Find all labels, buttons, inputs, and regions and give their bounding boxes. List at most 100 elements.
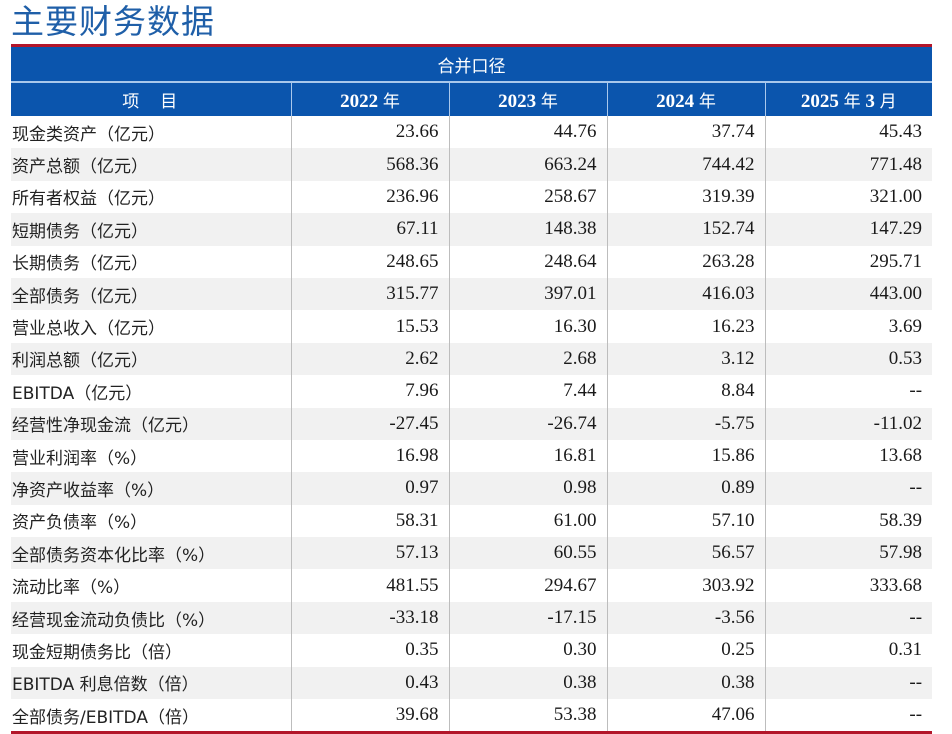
value-2024: 37.74 xyxy=(606,116,765,149)
row-label: 营业总收入（亿元） xyxy=(12,319,165,340)
value-2024: 8.84 xyxy=(606,375,765,408)
value-2022: 7.96 xyxy=(290,375,449,408)
value-2024: -5.75 xyxy=(606,407,765,440)
row-label: 长期债务（亿元） xyxy=(12,254,148,275)
value-2025-march: 45.43 xyxy=(764,116,933,149)
value-2024: 416.03 xyxy=(606,277,765,311)
value-2024: 3.12 xyxy=(606,342,765,376)
value-2024: 16.23 xyxy=(606,310,765,343)
value-2024: 47.06 xyxy=(606,699,765,732)
value-2022: 248.65 xyxy=(290,245,449,278)
value-2023: 148.38 xyxy=(448,213,607,246)
table-row: 全部债务（亿元） 315.77 397.01 416.03 443.00 xyxy=(11,277,933,311)
value-2022: 58.31 xyxy=(290,504,449,538)
value-2023: 7.44 xyxy=(448,375,607,408)
value-2025-march: 443.00 xyxy=(764,277,933,311)
column-header-2025-march: 2025 年 3 月 xyxy=(764,82,933,116)
value-2025-march: 0.31 xyxy=(764,634,933,667)
table-row: 经营现金流动负债比（%） -33.18 -17.15 -3.56 -- xyxy=(11,601,933,635)
group-header-consolidated: 合并口径 xyxy=(11,47,933,83)
value-2025-march: -- xyxy=(764,666,933,700)
value-2025-march: 321.00 xyxy=(764,180,933,214)
table-row: 利润总额（亿元） 2.62 2.68 3.12 0.53 xyxy=(11,342,933,376)
value-2023: 60.55 xyxy=(448,537,607,570)
row-label: 全部债务/EBITDA（倍） xyxy=(12,707,199,728)
value-2022: 39.68 xyxy=(290,699,449,732)
column-header-item: 项 目 xyxy=(11,82,291,116)
column-header-year-suffix: 年 xyxy=(540,91,558,112)
column-header-year-suffix: 年 xyxy=(698,91,716,112)
table-row: 净资产收益率（%） 0.97 0.98 0.89 -- xyxy=(11,472,933,505)
table-row: 所有者权益（亿元） 236.96 258.67 319.39 321.00 xyxy=(11,180,933,214)
value-2024: -3.56 xyxy=(606,601,765,635)
row-label: 营业利润率（%） xyxy=(12,448,148,469)
table-row: 营业利润率（%） 16.98 16.81 15.86 13.68 xyxy=(11,439,933,473)
table-row: 短期债务（亿元） 67.11 148.38 152.74 147.29 xyxy=(11,213,933,246)
value-2023: 294.67 xyxy=(448,569,607,602)
table-row: 营业总收入（亿元） 15.53 16.30 16.23 3.69 xyxy=(11,310,933,343)
column-header-2024: 2024 年 xyxy=(606,82,765,116)
column-header-year: 2024 xyxy=(656,90,695,112)
table-body: 现金类资产（亿元） 23.66 44.76 37.74 45.43 资产总额（亿元） 568… xyxy=(11,116,933,732)
row-label: 经营现金流动负债比（%） xyxy=(11,601,291,635)
value-2022: 2.62 xyxy=(290,342,449,376)
value-2025-march: -- xyxy=(764,601,933,635)
column-header-2023: 2023 年 xyxy=(448,82,607,116)
value-2025-march: 147.29 xyxy=(764,213,933,246)
value-2022: 16.98 xyxy=(290,439,449,473)
top-red-rule xyxy=(11,44,932,47)
value-2022: 0.97 xyxy=(290,472,449,505)
value-2022: 0.43 xyxy=(290,666,449,700)
value-2023: 16.81 xyxy=(448,439,607,473)
value-2024: 0.89 xyxy=(606,472,765,505)
value-2024: 263.28 xyxy=(606,245,765,278)
value-2025-march: -- xyxy=(764,699,933,732)
row-label: 全部债务（亿元） xyxy=(11,277,291,311)
value-2025-march: 13.68 xyxy=(764,439,933,473)
table-row: 全部债务/EBITDA（倍） 39.68 53.38 47.06 -- xyxy=(11,699,933,732)
value-2023: 0.38 xyxy=(448,666,607,700)
value-2025-march: 57.98 xyxy=(764,537,933,570)
value-2024: 56.57 xyxy=(606,537,765,570)
table-row: 流动比率（%） 481.55 294.67 303.92 333.68 xyxy=(11,569,933,602)
value-2024: 152.74 xyxy=(606,213,765,246)
value-2023: 0.30 xyxy=(448,634,607,667)
value-2022: 568.36 xyxy=(290,148,449,181)
row-label: 流动比率（%） xyxy=(12,578,131,599)
value-2025-march: -- xyxy=(764,472,933,505)
value-2024: 303.92 xyxy=(606,569,765,602)
value-2023: 248.64 xyxy=(448,245,607,278)
column-header-year: 2025 xyxy=(800,90,839,112)
column-header-row: 项 目 2022 年 2023 年 2024 年 2025 年 3 月 xyxy=(11,82,933,116)
column-header-year: 2023 xyxy=(498,90,537,112)
table-row: 资产总额（亿元） 568.36 663.24 744.42 771.48 xyxy=(11,148,933,181)
table-row: EBITDA（亿元） 7.96 7.44 8.84 -- xyxy=(11,375,933,408)
value-2022: 23.66 xyxy=(290,116,449,149)
table-row: 现金短期债务比（倍） 0.35 0.30 0.25 0.31 xyxy=(11,634,933,667)
row-label: 经营性净现金流（亿元） xyxy=(11,407,291,440)
value-2024: 57.10 xyxy=(606,504,765,538)
value-2023: 44.76 xyxy=(448,116,607,149)
row-label: 资产负债率（%） xyxy=(12,513,148,534)
value-2023: 258.67 xyxy=(448,180,607,214)
bottom-red-rule xyxy=(11,731,932,734)
value-2025-march: 333.68 xyxy=(764,569,933,602)
value-2023: -26.74 xyxy=(448,407,607,440)
value-2022: 57.13 xyxy=(290,537,449,570)
value-2023: 0.98 xyxy=(448,472,607,505)
row-label: EBITDA 利息倍数（倍） xyxy=(11,666,291,700)
value-2023: 397.01 xyxy=(448,277,607,311)
value-2025-march: 295.71 xyxy=(764,245,933,278)
value-2025-march: -- xyxy=(764,375,933,408)
value-2025-march: 771.48 xyxy=(764,148,933,181)
row-label: EBITDA（亿元） xyxy=(12,383,143,404)
table-row: 全部债务资本化比率（%） 57.13 60.55 56.57 57.98 xyxy=(11,537,933,570)
table-row: 资产负债率（%） 58.31 61.00 57.10 58.39 xyxy=(11,504,933,538)
row-label: 全部债务资本化比率（%） xyxy=(11,537,291,570)
table-row: 长期债务（亿元） 248.65 248.64 263.28 295.71 xyxy=(11,245,933,278)
value-2024: 319.39 xyxy=(606,180,765,214)
value-2022: -33.18 xyxy=(290,601,449,635)
value-2023: 53.38 xyxy=(448,699,607,732)
page-title: 主要财务数据 xyxy=(11,2,215,41)
value-2022: -27.45 xyxy=(290,407,449,440)
